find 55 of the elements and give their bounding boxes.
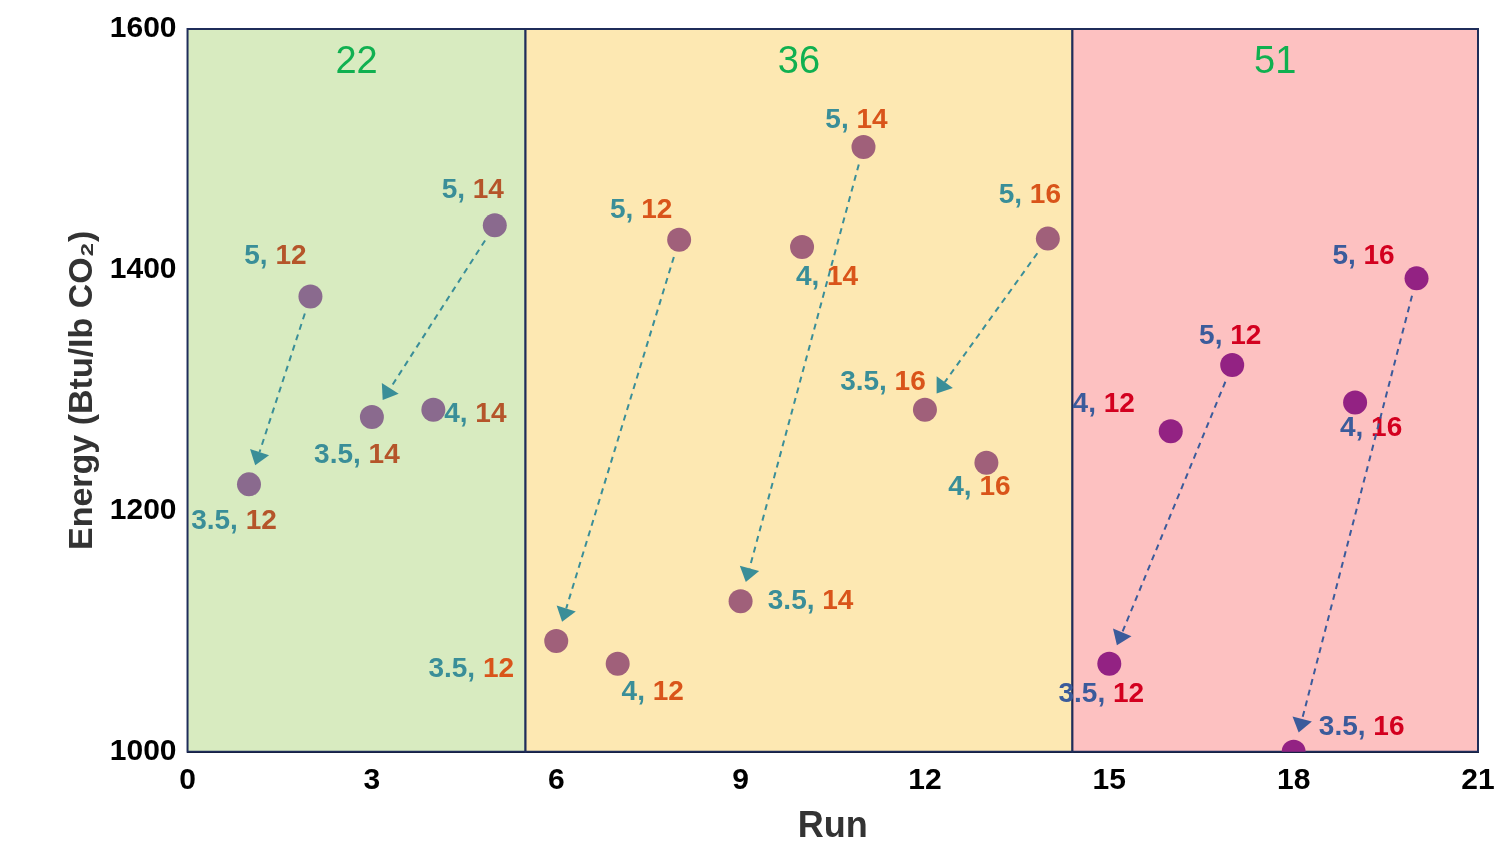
x-tick-label: 21	[1461, 762, 1495, 796]
point	[236, 472, 261, 497]
point	[790, 235, 815, 260]
annotation: 4, 16	[1339, 411, 1403, 443]
annotation: 4, 14	[795, 259, 859, 291]
point	[359, 404, 384, 429]
annotation: 5, 12	[610, 192, 673, 224]
point	[728, 589, 753, 614]
point	[974, 450, 999, 475]
point	[1220, 353, 1245, 378]
point	[298, 284, 323, 309]
x-tick-label: 9	[732, 762, 749, 796]
annotation: 3.5, 14	[767, 583, 854, 615]
annotation: 3.5, 12	[428, 651, 515, 683]
y-tick-label: 1400	[109, 251, 177, 285]
x-tick-label: 0	[179, 762, 196, 796]
point	[482, 213, 507, 238]
y-tick-label: 1600	[109, 10, 177, 44]
x-tick-label: 6	[547, 762, 565, 796]
band-label: 22	[335, 39, 378, 82]
point	[1097, 651, 1122, 676]
annotation: 4, 16	[948, 470, 1011, 502]
point	[605, 651, 630, 676]
annotation: 4, 12	[1072, 387, 1135, 419]
y-axis-title: Energy (Btu/Ib CO₂)	[60, 230, 99, 551]
annotation: 5, 12	[244, 239, 307, 271]
y-tick-label: 1200	[109, 492, 177, 526]
band-label: 36	[777, 39, 821, 82]
point	[1035, 226, 1060, 251]
annotation: 5, 14	[825, 102, 889, 134]
annotation: 5, 12	[1199, 318, 1262, 350]
x-tick-label: 18	[1276, 762, 1311, 796]
point	[1404, 266, 1429, 291]
point	[667, 227, 692, 252]
annotation: 3.5, 16	[1318, 709, 1405, 741]
annotation: 4, 12	[621, 674, 684, 706]
point	[912, 397, 937, 422]
annotation: 4, 14	[444, 397, 507, 429]
point	[851, 135, 876, 160]
annotation: 5, 14	[441, 173, 505, 205]
y-tick-label: 1000	[109, 733, 177, 767]
point	[421, 397, 446, 422]
annotation: 5, 16	[1332, 239, 1395, 271]
x-tick-label: 15	[1092, 762, 1126, 796]
point	[1343, 390, 1368, 415]
x-tick-label: 3	[363, 762, 381, 796]
x-axis-title: Run	[797, 804, 868, 846]
point	[1158, 419, 1183, 444]
x-tick-label: 12	[908, 762, 942, 796]
band-label: 51	[1254, 39, 1297, 82]
annotation: 3.5, 16	[840, 365, 926, 397]
annotation: 5, 16	[998, 178, 1061, 210]
annotation: 3.5, 12	[191, 504, 277, 536]
point	[544, 628, 569, 653]
annotation: 3.5, 14	[314, 437, 401, 469]
